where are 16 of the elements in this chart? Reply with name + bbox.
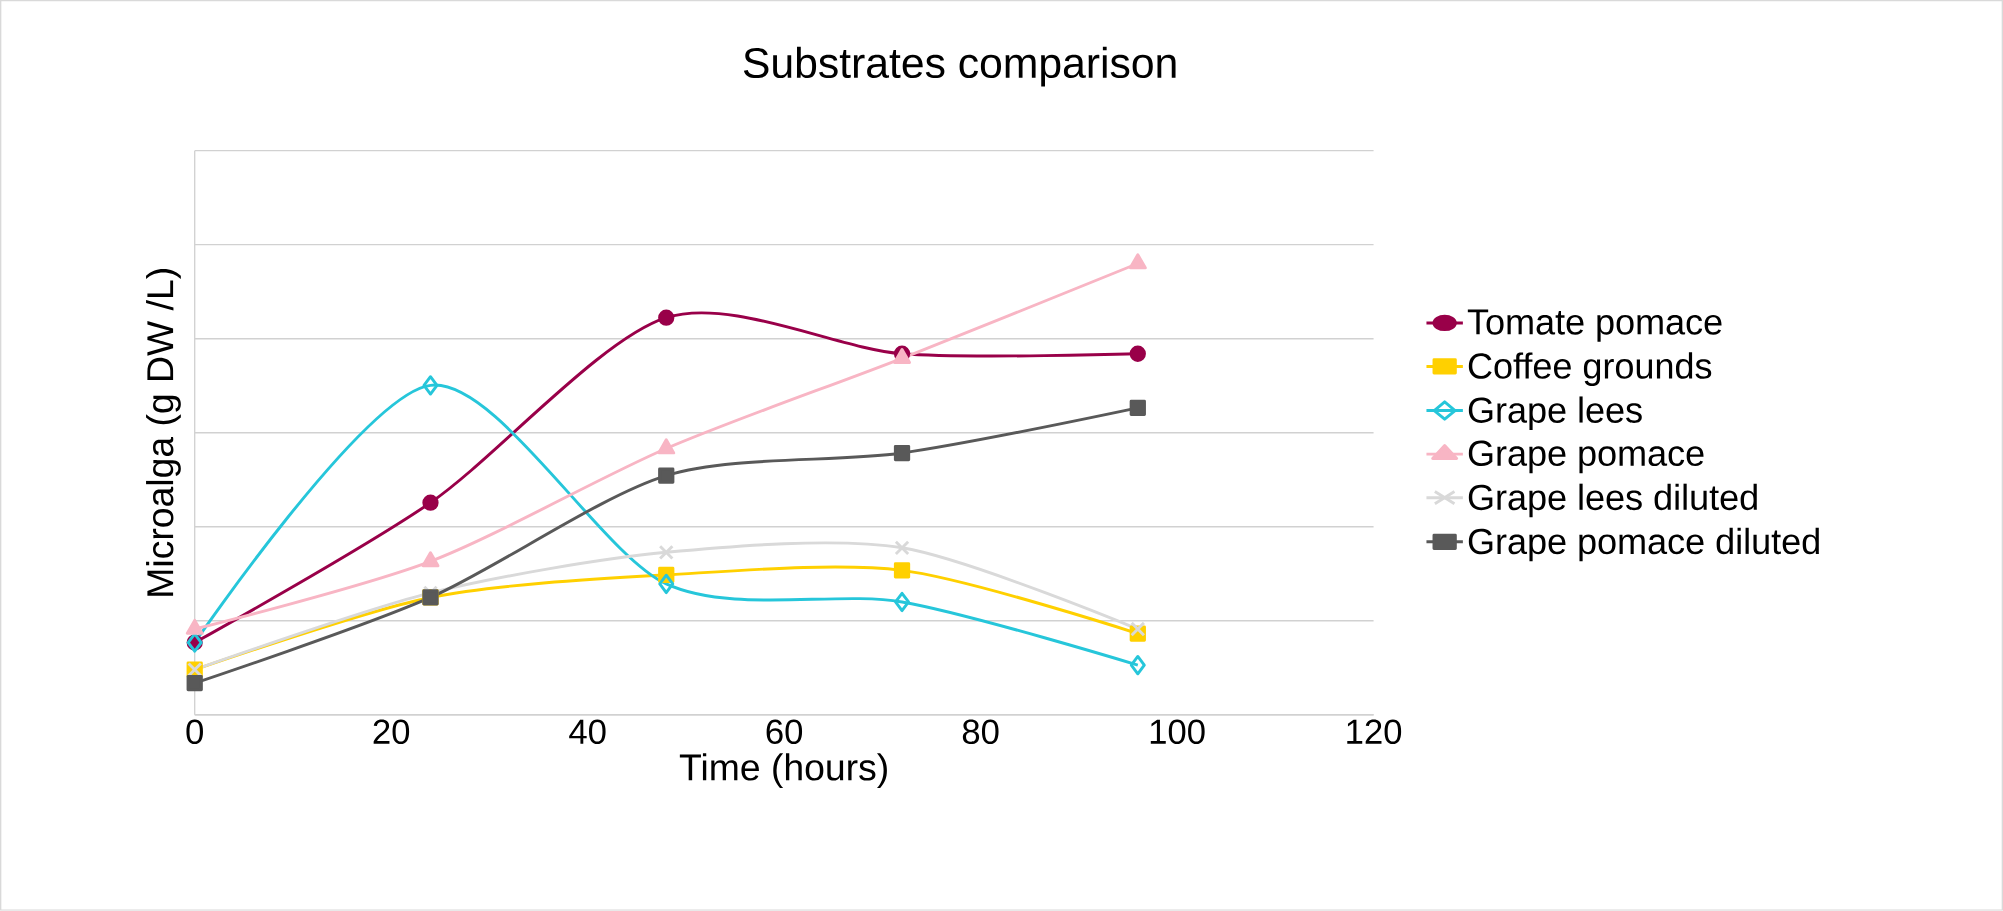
y-axis-title: Microalga (g DW /L): [146, 269, 181, 596]
x-tick-label: 60: [766, 719, 803, 745]
legend-label: Grape lees: [1468, 396, 1642, 431]
legend-label: Coffee grounds: [1468, 352, 1712, 387]
chart-title: Substrates comparison: [743, 46, 1176, 87]
x-tick-label: 20: [373, 719, 410, 745]
legend-label: Grape pomace: [1468, 440, 1704, 474]
x-tick-label: 80: [962, 719, 999, 745]
legend-label: Tomate pomace: [1467, 309, 1722, 342]
x-axis-title: Time (hours): [679, 753, 887, 789]
legend-label: Grape lees diluted: [1468, 483, 1757, 518]
x-tick-label: 100: [1150, 719, 1205, 745]
legend-label: Grape pomace diluted: [1468, 527, 1819, 562]
x-tick-label: 0: [186, 719, 203, 745]
x-tick-label: 120: [1347, 719, 1402, 745]
x-tick-label: 40: [569, 719, 606, 745]
